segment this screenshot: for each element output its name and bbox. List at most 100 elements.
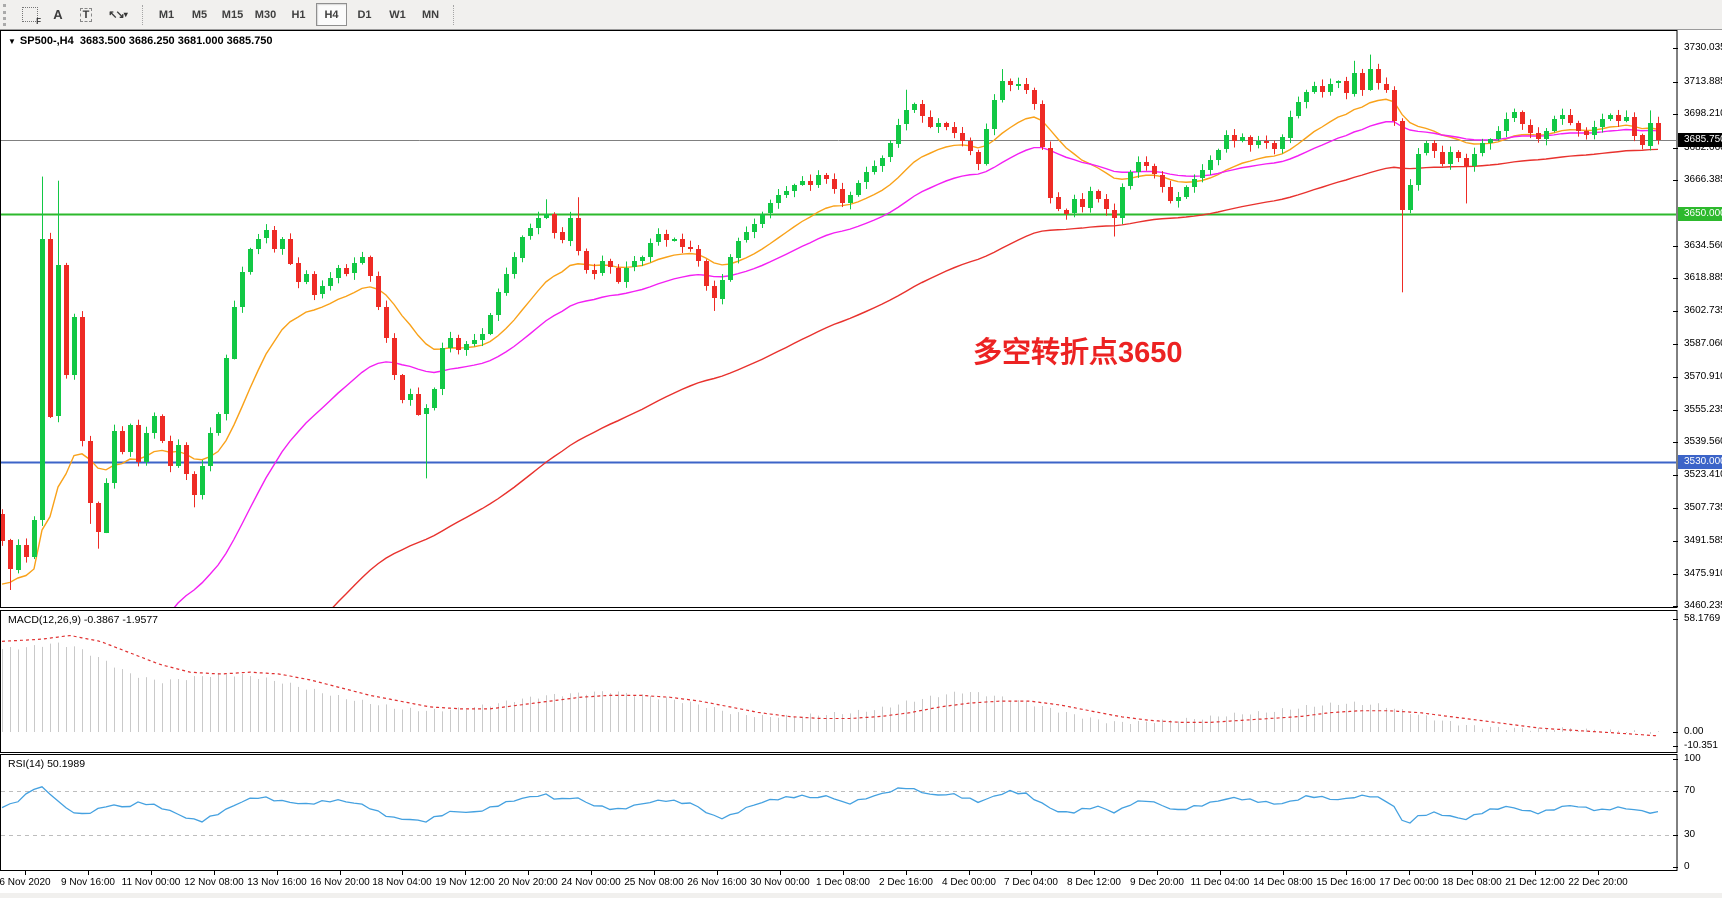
toolbar-separator-2 — [453, 4, 455, 25]
time-tick — [340, 871, 341, 875]
timeframe-button-h4[interactable]: H4 — [316, 3, 347, 26]
arrows-glyph: ↖↘ — [108, 9, 125, 21]
toolbar-drag-handle[interactable] — [3, 3, 12, 26]
timeframe-button-mn[interactable]: MN — [421, 8, 440, 21]
macd-panel-canvas[interactable] — [0, 610, 1678, 753]
time-tick-label: 9 Dec 20:00 — [1130, 877, 1184, 888]
time-tick-label: 20 Nov 20:00 — [498, 877, 558, 888]
axis-tick — [1673, 343, 1678, 345]
arrows-tool-icon[interactable]: ↖↘ ▾ — [101, 4, 135, 26]
rsi-tick-label: 0 — [1684, 861, 1690, 872]
price-tick-label: 3475.910 — [1684, 567, 1722, 579]
price-tick-label: 3460.235 — [1684, 600, 1722, 612]
price-tick-label: 3602.735 — [1684, 305, 1722, 317]
time-tick — [654, 871, 655, 875]
time-tick — [1409, 871, 1410, 875]
time-tick — [277, 871, 278, 875]
text-box-icon[interactable]: T — [73, 4, 99, 26]
time-tick-label: 11 Dec 04:00 — [1190, 877, 1250, 888]
axis-tick — [1673, 759, 1678, 760]
macd-label: MACD(12,26,9) -0.3867 -1.9577 — [8, 614, 158, 626]
time-tick-label: 12 Nov 08:00 — [184, 877, 244, 888]
axis-tick — [1673, 541, 1678, 543]
time-tick — [1220, 871, 1221, 875]
toolbar-separator — [142, 4, 144, 25]
time-tick-label: 11 Nov 00:00 — [121, 877, 181, 888]
axis-tick — [1673, 377, 1678, 379]
time-tick-label: 15 Dec 16:00 — [1316, 877, 1376, 888]
rsi-label: RSI(14) 50.1989 — [8, 758, 86, 770]
collapse-triangle-icon[interactable]: ▼ — [8, 37, 16, 46]
axis-tick — [1673, 732, 1678, 733]
axis-tick — [1673, 475, 1678, 477]
time-tick — [1346, 871, 1347, 875]
time-tick — [1157, 871, 1158, 875]
time-tick — [843, 871, 844, 875]
time-tick — [906, 871, 907, 875]
pivot-level-badge: 3650.000 — [1678, 206, 1722, 221]
ohlc-values: 3683.500 3686.250 3681.000 3685.750 — [79, 35, 273, 47]
support-level-badge: 3530.000 — [1678, 454, 1722, 469]
toolbar: F A T ↖↘ ▾ M1 M5 M15 M30 H1 H4 D1 W1 MN — [0, 0, 1722, 30]
price-tick-label: 3666.385 — [1684, 173, 1722, 185]
time-tick — [528, 871, 529, 875]
axis-tick — [1673, 409, 1678, 411]
text-label-icon[interactable]: A — [45, 4, 71, 26]
timeframe-button-m5[interactable]: M5 — [191, 8, 208, 21]
rsi-panel-canvas[interactable] — [0, 754, 1678, 871]
macd-tick-label: 58.1769 — [1684, 613, 1721, 624]
axis-tick — [1673, 606, 1678, 608]
symbol-period-label: SP500-,H4 — [19, 35, 74, 47]
text-a-glyph: A — [53, 7, 63, 22]
axis-tick — [1673, 245, 1678, 247]
macd-tick-label: -10.351 — [1684, 740, 1718, 751]
time-tick-label: 22 Dec 20:00 — [1568, 877, 1628, 888]
rsi-tick-label: 30 — [1684, 828, 1696, 840]
time-tick — [591, 871, 592, 875]
price-tick-label: 3713.885 — [1684, 75, 1722, 87]
price-axis[interactable]: 3730.035 3713.885 3698.210 3682.060 3666.385… — [1673, 30, 1722, 872]
time-tick — [1472, 871, 1473, 875]
time-tick — [151, 871, 152, 875]
time-tick — [1031, 871, 1032, 875]
timeframe-button-d1[interactable]: D1 — [357, 8, 372, 21]
price-tick-label: 3539.560 — [1684, 436, 1722, 448]
chevron-down-icon[interactable]: ▾ — [123, 10, 128, 19]
time-tick — [1283, 871, 1284, 875]
grid-f-glyph: F — [22, 7, 41, 26]
time-tick-label: 8 Dec 12:00 — [1067, 877, 1121, 888]
time-tick-label: 30 Nov 00:00 — [750, 877, 810, 888]
rsi-tick-label: 100 — [1684, 753, 1701, 764]
axis-tick — [1673, 81, 1678, 83]
time-axis[interactable]: 6 Nov 2020 9 Nov 16:00 11 Nov 00:00 12 Nov … — [0, 871, 1678, 893]
price-tick-label: 3698.210 — [1684, 108, 1722, 120]
time-tick-label: 14 Dec 08:00 — [1253, 877, 1313, 888]
price-tick-label: 3555.235 — [1684, 403, 1722, 415]
price-tick-label: 3491.585 — [1684, 535, 1722, 547]
timeframe-button-m15[interactable]: M15 — [221, 8, 244, 21]
time-tick-label: 24 Nov 00:00 — [561, 877, 621, 888]
axis-tick — [1673, 278, 1678, 280]
time-tick — [780, 871, 781, 875]
grid-f-icon[interactable]: F — [17, 4, 43, 26]
timeframe-button-h1[interactable]: H1 — [291, 8, 306, 21]
axis-tick — [1673, 179, 1678, 181]
current-price-badge: 3685.750 — [1678, 132, 1722, 147]
price-tick-label: 3682.060 — [1684, 141, 1722, 153]
timeframe-button-m30[interactable]: M30 — [254, 8, 277, 21]
time-tick-label: 6 Nov 2020 — [0, 877, 51, 888]
axis-tick — [1673, 746, 1678, 747]
axis-tick — [1673, 442, 1678, 444]
timeframe-button-w1[interactable]: W1 — [389, 8, 406, 21]
chart-title: ▼ SP500-,H4 3683.500 3686.250 3681.000 36… — [8, 35, 273, 47]
chart-annotation-text[interactable]: 多空转折点3650 — [973, 337, 1183, 369]
rsi-tick-label: 70 — [1684, 785, 1696, 797]
price-chart-canvas[interactable] — [0, 30, 1678, 608]
timeframe-button-m1[interactable]: M1 — [158, 8, 175, 21]
time-tick — [88, 871, 89, 875]
time-tick-label: 16 Nov 20:00 — [310, 877, 370, 888]
price-tick-label: 3570.910 — [1684, 371, 1722, 383]
time-tick — [465, 871, 466, 875]
time-tick — [25, 871, 26, 875]
axis-tick — [1673, 619, 1678, 620]
